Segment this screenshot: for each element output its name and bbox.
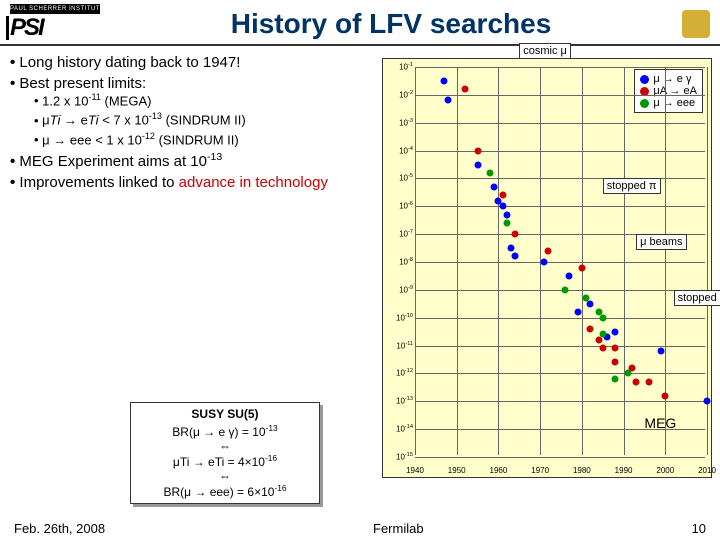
chart-annotation: stopped μ [674,290,720,306]
sub-3: μ → eee < 1 x 10-12 (SINDRUM II) [34,131,370,147]
y-tick: 10-15 [383,452,413,462]
data-point [566,272,573,279]
y-tick: 10-14 [383,424,413,434]
y-tick: 10-10 [383,313,413,323]
bullet-4: Improvements linked to advance in techno… [10,174,370,191]
data-point [587,325,594,332]
data-point [658,348,665,355]
mu-icon [682,10,710,38]
x-tick: 1980 [573,466,591,475]
logo-institute: PAUL SCHERRER INSTITUT [10,4,100,14]
data-point [441,77,448,84]
page-title: History of LFV searches [100,8,682,40]
data-point [624,370,631,377]
y-tick: 10-2 [383,90,413,100]
x-tick: 1960 [490,466,508,475]
data-point [633,378,640,385]
bullet-1: Long history dating back to 1947! [10,54,370,71]
x-tick: 1950 [448,466,466,475]
data-point [612,376,619,383]
data-point [499,203,506,210]
y-tick: 10-6 [383,201,413,211]
data-point [499,192,506,199]
data-point [503,211,510,218]
footer-venue: Fermilab [373,521,424,536]
y-tick: 10-8 [383,257,413,267]
data-point [645,378,652,385]
footer-page: 10 [692,521,706,536]
x-tick: 2000 [656,466,674,475]
sub-1: 1.2 x 10-11 (MEGA) [34,92,370,108]
chart-annotation: cosmic μ [519,43,571,59]
susy-arrow-1: ⇔ [135,439,315,453]
susy-box: SUSY SU(5) BR(μ → e γ) = 10-13 ⇔ μTi → e… [130,402,320,504]
data-point [578,264,585,271]
data-point [704,398,711,405]
data-point [562,286,569,293]
bullet-3: MEG Experiment aims at 10-13 [10,151,370,170]
header: PAUL SCHERRER INSTITUT PSI History of LF… [0,0,720,46]
data-point [574,309,581,316]
legend-item: μ → eee [640,97,697,109]
susy-title: SUSY SU(5) [135,407,315,421]
data-point [462,86,469,93]
y-tick: 10-7 [383,229,413,239]
x-tick: 1970 [531,466,549,475]
chart-legend: μ → e γμA → eAμ → eee [634,69,703,113]
x-tick: 1940 [406,466,424,475]
data-point [599,314,606,321]
data-point [545,247,552,254]
data-point [583,295,590,302]
y-tick: 10-9 [383,285,413,295]
y-tick: 10-11 [383,341,413,351]
susy-line-3: BR(μ → eee) = 6×10-16 [135,483,315,499]
content: Long history dating back to 1947! Best p… [0,46,720,506]
y-tick: 10-5 [383,173,413,183]
data-point [612,359,619,366]
data-point [445,97,452,104]
data-point [503,220,510,227]
bullet-list: Long history dating back to 1947! Best p… [10,54,370,191]
data-point [474,161,481,168]
data-point [474,147,481,154]
data-point [512,253,519,260]
footer: Feb. 26th, 2008 Fermilab 10 [0,521,720,536]
x-tick: 1990 [615,466,633,475]
susy-line-1: BR(μ → e γ) = 10-13 [135,423,315,439]
footer-date: Feb. 26th, 2008 [14,521,105,536]
chart-annotation: μ beams [636,234,686,250]
data-point [541,259,548,266]
chart-annotation: MEG [644,415,676,431]
y-tick: 10-3 [383,118,413,128]
data-point [587,300,594,307]
chart-annotation: stopped π [603,178,661,194]
logo-text: PSI [10,14,43,42]
y-tick: 10-4 [383,146,413,156]
data-point [487,169,494,176]
psi-logo: PAUL SCHERRER INSTITUT PSI [10,4,100,44]
data-point [599,345,606,352]
data-point [507,245,514,252]
data-point [491,183,498,190]
legend-item: μ → e γ [640,73,697,85]
lfv-history-chart: μ → e γμA → eAμ → eee 10-15 10-14 10-13 10-… [382,58,712,478]
sub-2: μTi → eTi < 7 x 10-13 (SINDRUM II) [34,111,370,127]
y-tick: 10-12 [383,368,413,378]
data-point [599,331,606,338]
data-point [612,345,619,352]
susy-line-2: μTi → eTi = 4×10-16 [135,453,315,469]
y-tick: 10-1 [383,62,413,72]
susy-arrow-2: ⇔ [135,469,315,483]
data-point [512,231,519,238]
data-point [612,328,619,335]
x-tick: 2010 [698,466,716,475]
bullet-2: Best present limits: 1.2 x 10-11 (MEGA) … [10,75,370,147]
y-tick: 10-13 [383,396,413,406]
data-point [662,392,669,399]
